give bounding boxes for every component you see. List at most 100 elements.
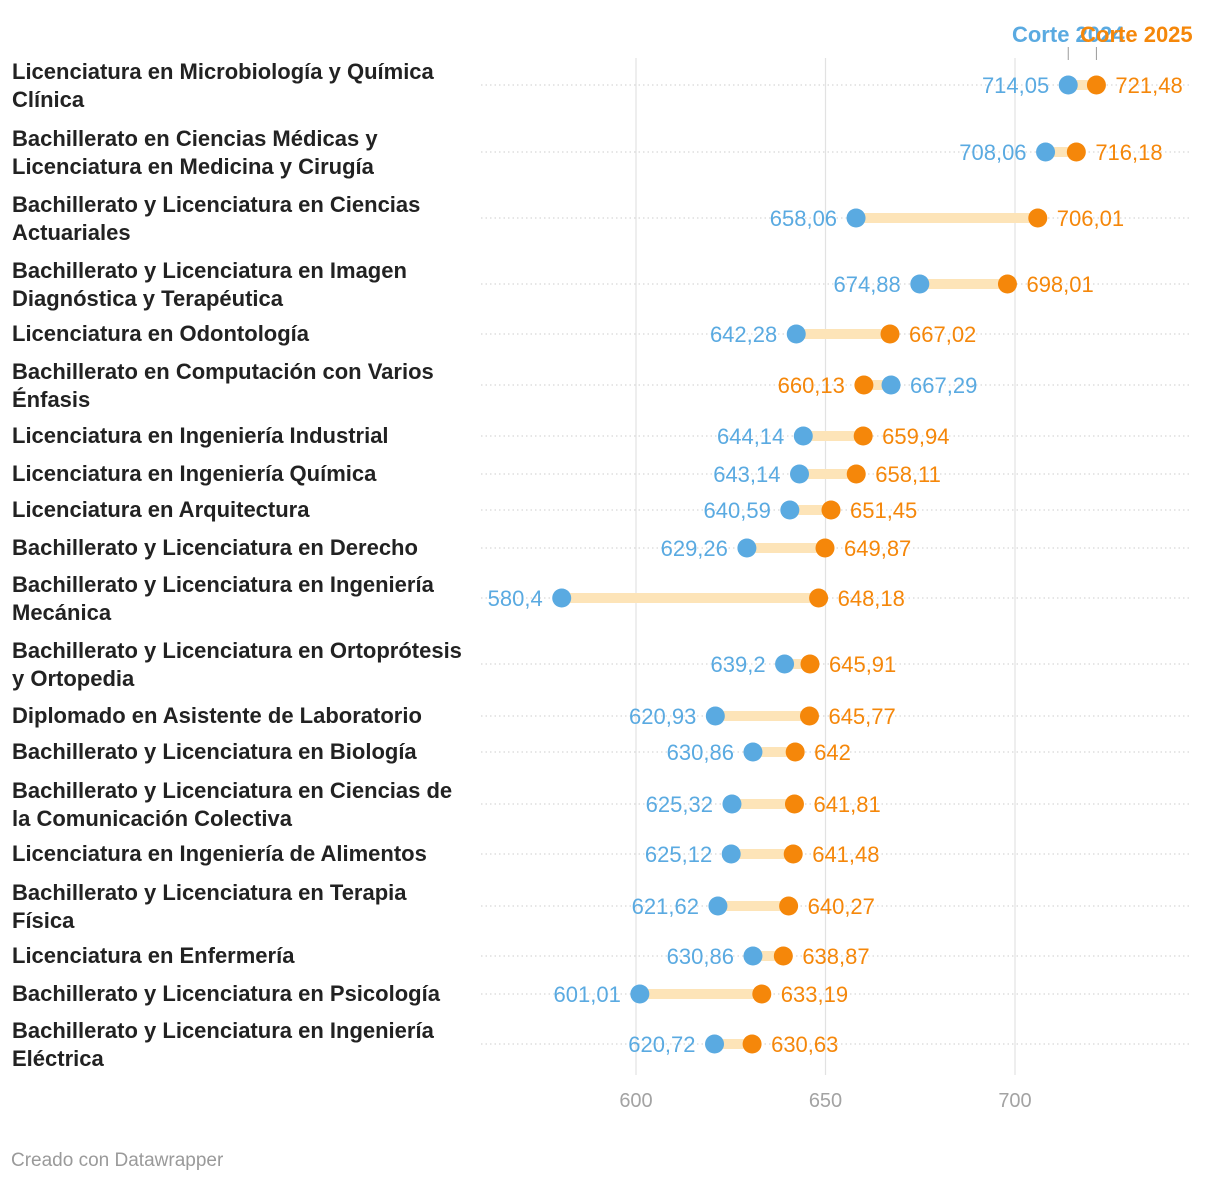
- dot-2024: [743, 742, 763, 762]
- value-label-2024: 639,2: [711, 652, 766, 677]
- chart-row: Bachillerato y Licenciatura en Ingenierí…: [12, 572, 1190, 625]
- value-label-2024: 630,86: [667, 944, 734, 969]
- category-label: Eléctrica: [12, 1046, 104, 1071]
- value-label-2025: 641,48: [812, 842, 879, 867]
- chart-row: Licenciatura en Odontología 642,28 667,02: [12, 321, 1190, 347]
- dot-2024: [775, 654, 795, 674]
- category-label: Física: [12, 908, 75, 933]
- value-label-2025: 645,77: [828, 704, 895, 729]
- value-label-2025: 638,87: [802, 944, 869, 969]
- value-label-2025: 645,91: [829, 652, 896, 677]
- value-label-2024: 629,26: [661, 536, 728, 561]
- value-label-2024: 580,4: [488, 586, 543, 611]
- chart-row: Bachillerato y Licenciatura en Imagen Dia…: [12, 258, 1190, 311]
- dot-2025: [997, 274, 1017, 294]
- dot-2024: [743, 946, 763, 966]
- value-label-2024: 644,14: [717, 424, 784, 449]
- value-label-2025: 648,18: [838, 586, 905, 611]
- dot-2024: [786, 324, 806, 344]
- value-label-2024: 625,12: [645, 842, 712, 867]
- dot-2024: [552, 588, 572, 608]
- chart-row: Bachillerato y Licenciatura en Ortopróte…: [12, 638, 1190, 691]
- dot-2025: [1086, 75, 1106, 95]
- dot-2025: [815, 538, 835, 558]
- dot-2025: [1066, 142, 1086, 162]
- chart-row: Licenciatura en Ingeniería Industrial 644…: [12, 423, 1190, 449]
- value-label-2025: 721,48: [1115, 73, 1182, 98]
- category-label: Bachillerato y Licenciatura en Terapia: [12, 880, 407, 905]
- value-label-2024: 620,93: [629, 704, 696, 729]
- category-label: Licenciatura en Microbiología y Química: [12, 59, 435, 84]
- chart-row: Bachillerato y Licenciatura en Psicologí…: [12, 981, 1190, 1007]
- value-label-2025: 667,02: [909, 322, 976, 347]
- category-label: Licenciatura en Arquitectura: [12, 497, 310, 522]
- dot-2025: [853, 426, 873, 446]
- value-label-2024: 708,06: [959, 140, 1026, 165]
- category-label: Diplomado en Asistente de Laboratorio: [12, 703, 422, 728]
- category-label: Énfasis: [12, 387, 90, 412]
- value-label-2024: 643,14: [713, 462, 780, 487]
- chart-row: Bachillerato y Licenciatura en Ciencias A…: [12, 192, 1190, 245]
- dot-2024: [1036, 142, 1056, 162]
- value-label-2024: 625,32: [646, 792, 713, 817]
- chart-row: Licenciatura en Ingeniería Química 643,14…: [12, 461, 1190, 487]
- category-label: Bachillerato y Licenciatura en Ortopróte…: [12, 638, 462, 663]
- dot-2025: [773, 946, 793, 966]
- value-label-2024: 601,01: [554, 982, 621, 1007]
- value-label-2024: 640,59: [704, 498, 771, 523]
- chart-row: Bachillerato y Licenciatura en Terapia Fí…: [12, 880, 1190, 933]
- chart-row: Bachillerato y Licenciatura en Derecho 62…: [12, 535, 1190, 561]
- footer-credit: Creado con Datawrapper: [11, 1150, 224, 1171]
- dot-2024: [705, 1034, 725, 1054]
- value-label-2024: 658,06: [770, 206, 837, 231]
- chart-row: Bachillerato en Ciencias Médicas y Licenc…: [12, 126, 1190, 179]
- chart-row: Bachillerato y Licenciatura en Biología 6…: [12, 739, 1190, 765]
- dot-2024: [737, 538, 757, 558]
- category-label: Licenciatura en Medicina y Cirugía: [12, 154, 375, 179]
- dot-2025: [783, 844, 803, 864]
- category-label: Licenciatura en Ingeniería Industrial: [12, 423, 389, 448]
- category-label: Actuariales: [12, 220, 131, 245]
- chart-row: Licenciatura en Microbiología y Química C…: [12, 59, 1190, 112]
- dot-2024: [722, 794, 742, 814]
- x-tick-label: 600: [619, 1090, 652, 1112]
- chart-row: Bachillerato en Computación con Varios Én…: [12, 359, 1190, 412]
- category-label: Bachillerato y Licenciatura en Psicologí…: [12, 981, 441, 1006]
- value-label-2024: 642,28: [710, 322, 777, 347]
- category-label: Licenciatura en Ingeniería de Alimentos: [12, 841, 427, 866]
- value-label-2024: 630,86: [667, 740, 734, 765]
- value-label-2025: 649,87: [844, 536, 911, 561]
- category-label: Licenciatura en Enfermería: [12, 943, 295, 968]
- chart-row: Bachillerato y Licenciatura en Ingenierí…: [12, 1018, 1190, 1071]
- dot-2025: [880, 324, 900, 344]
- dot-2024: [910, 274, 930, 294]
- category-label: Bachillerato y Licenciatura en Ingenierí…: [12, 572, 435, 597]
- dot-2025: [785, 742, 805, 762]
- legend-corte-2025: Corte 2025: [1080, 22, 1193, 47]
- value-label-2025: 660,13: [778, 373, 845, 398]
- dot-2024: [846, 208, 866, 228]
- category-label: Licenciatura en Odontología: [12, 321, 310, 346]
- dot-2024: [630, 984, 650, 1004]
- dot-2025: [742, 1034, 762, 1054]
- dot-2025: [779, 896, 799, 916]
- dot-2024: [881, 375, 901, 395]
- chart-row: Bachillerato y Licenciatura en Ciencias …: [12, 778, 1190, 831]
- value-label-2025: 659,94: [882, 424, 949, 449]
- legend-corte-2024: Corte 2024: [1012, 22, 1125, 47]
- category-label: Diagnóstica y Terapéutica: [12, 286, 284, 311]
- value-label-2025: 698,01: [1026, 272, 1093, 297]
- dot-2024: [1058, 75, 1078, 95]
- dot-2025: [846, 464, 866, 484]
- dot-2024: [780, 500, 800, 520]
- value-label-2024: 714,05: [982, 73, 1049, 98]
- value-label-2024: 620,72: [628, 1032, 695, 1057]
- category-label: Bachillerato y Licenciatura en Ingenierí…: [12, 1018, 435, 1043]
- value-label-2024: 674,88: [833, 272, 900, 297]
- dot-2025: [854, 375, 874, 395]
- dot-2024: [705, 706, 725, 726]
- value-label-2025: 716,18: [1095, 140, 1162, 165]
- dot-2025: [784, 794, 804, 814]
- category-label: Bachillerato y Licenciatura en Ciencias …: [12, 778, 452, 803]
